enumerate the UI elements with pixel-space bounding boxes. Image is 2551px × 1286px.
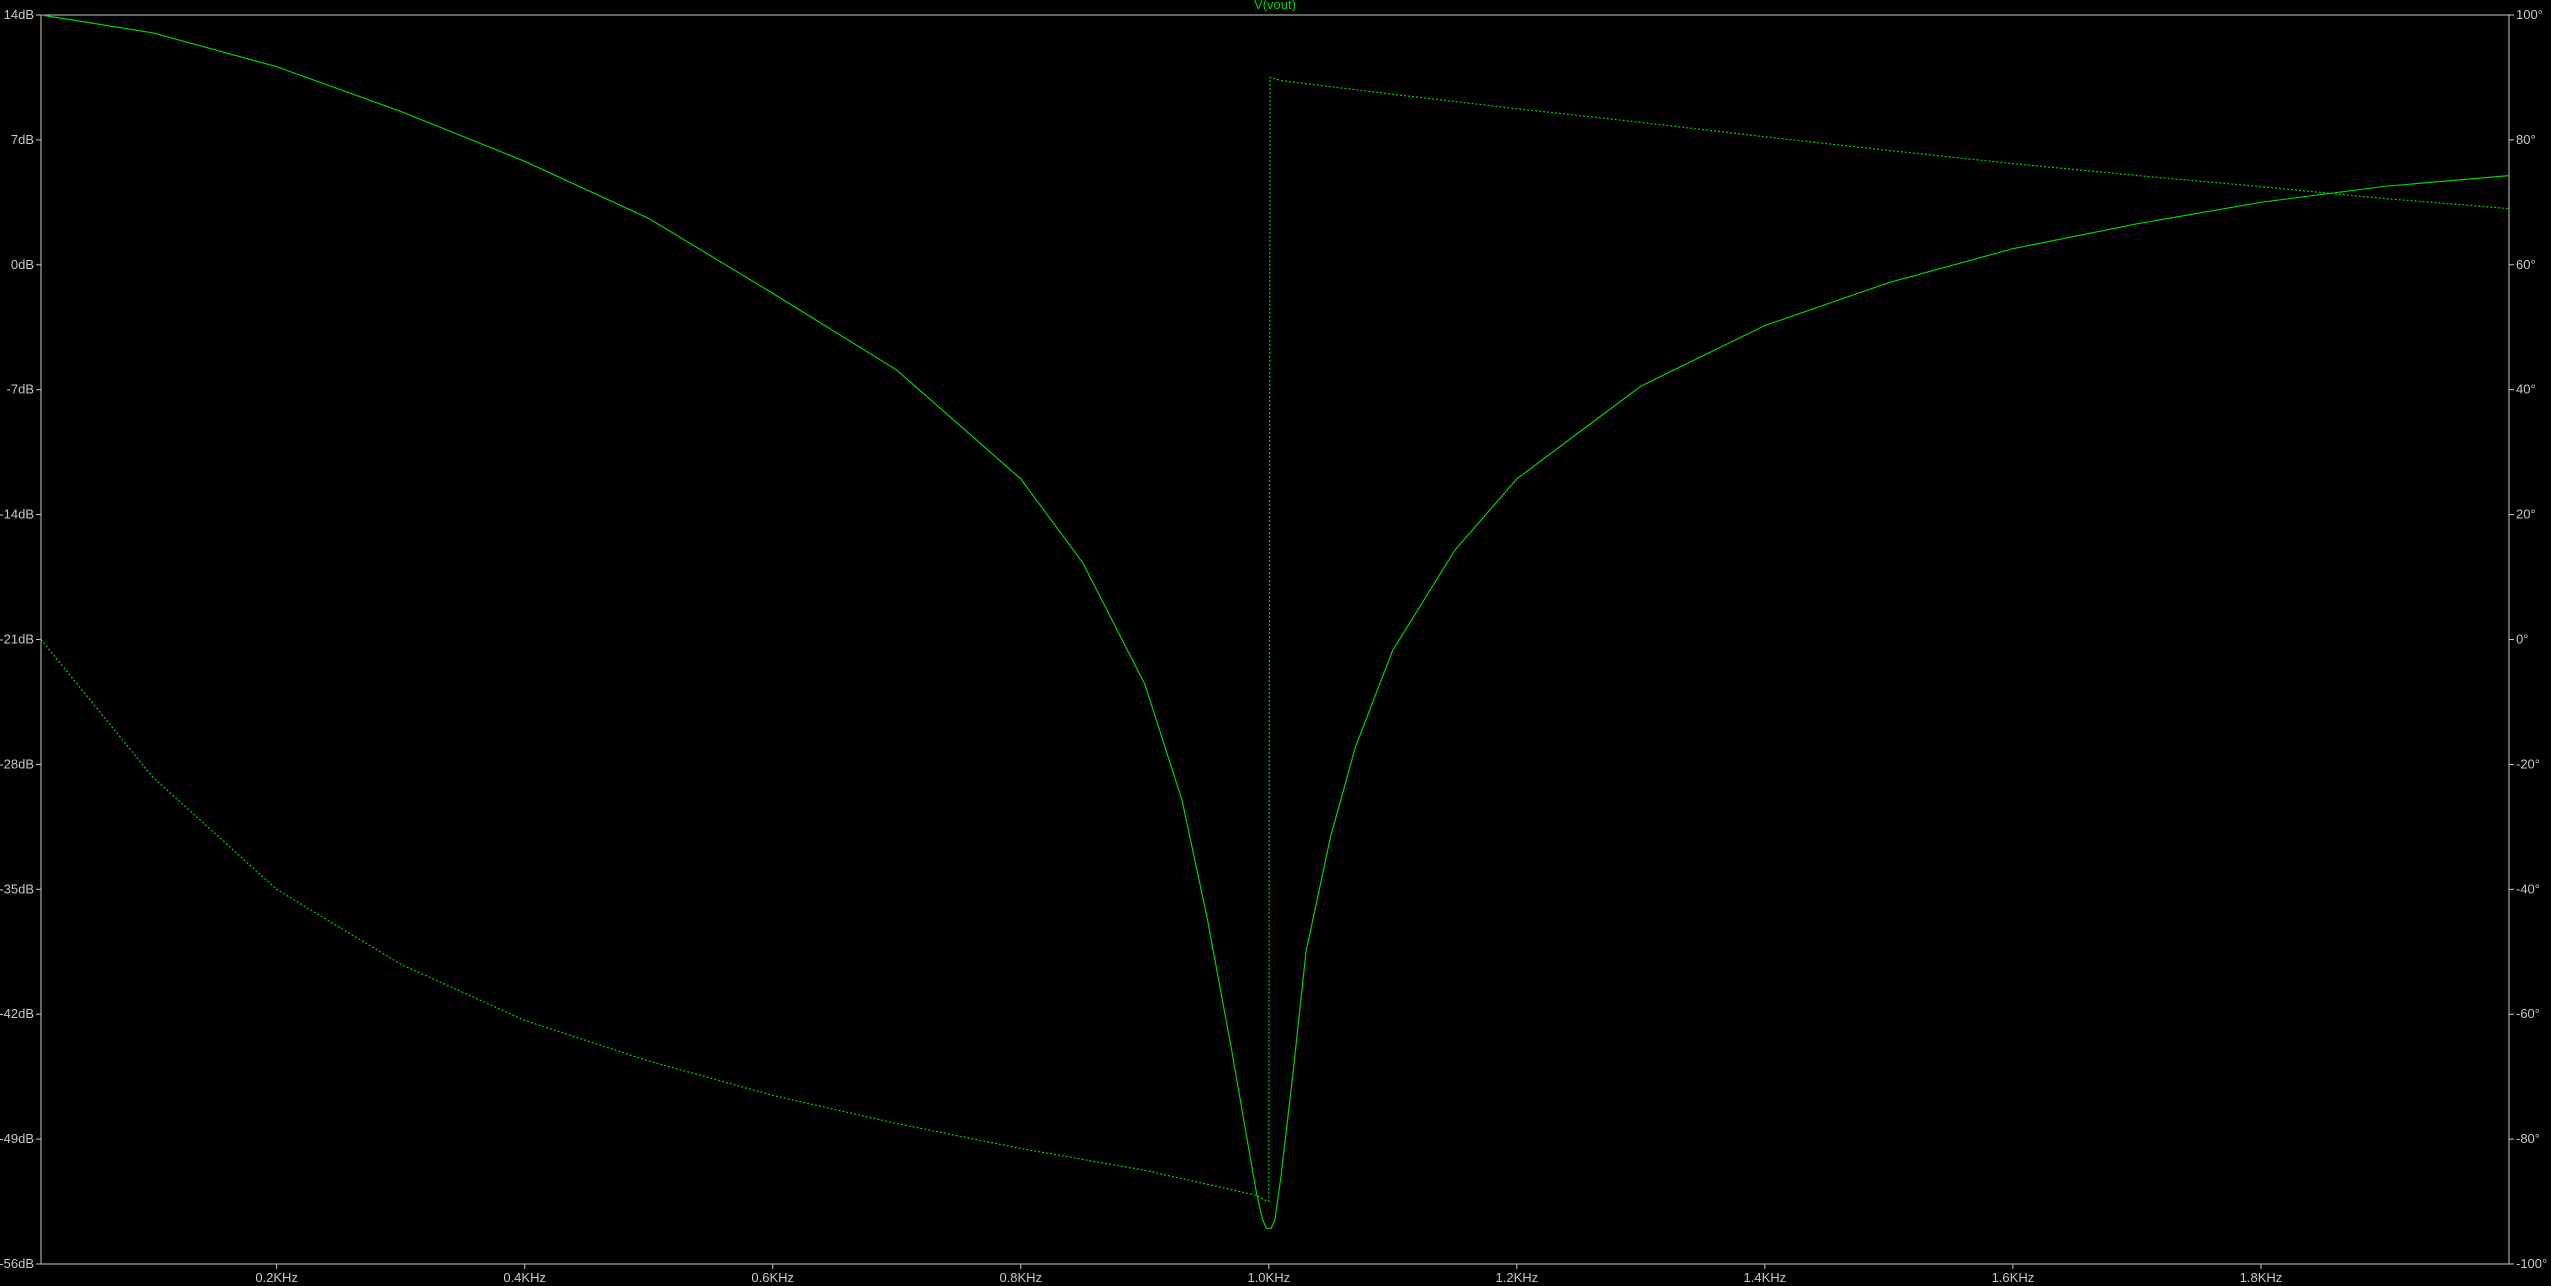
traces [40,14,2510,1229]
y-right-tick-label: 0° [2516,632,2528,647]
x-tick-label: 1.0KHz [1247,1270,1290,1285]
y-right-tick-label: 100° [2516,7,2543,22]
y-left-axis: 14dB 7dB 0dB -7dB -14dB -21dB -28dB -35dB -42dB -… [0,7,41,1271]
y-right-tick-label: 80° [2516,132,2536,147]
phase-trace [40,76,2510,1203]
x-axis: 0.2KHz 0.4KHz 0.6KHz 0.8KHz 1.0KHz 1.2KHz 1.4K… [255,1264,2282,1285]
y-left-tick-label: -28dB [0,756,34,771]
y-right-tick-label: 60° [2516,257,2536,272]
y-left-tick-label: -21dB [0,632,34,647]
y-left-tick-label: -42dB [0,1006,34,1021]
y-left-tick-label: 0dB [11,257,34,272]
x-tick-label: 1.2KHz [1496,1270,1539,1285]
y-right-tick-label: 20° [2516,507,2536,522]
x-tick-label: 1.4KHz [1744,1270,1787,1285]
x-tick-label: 0.8KHz [999,1270,1042,1285]
y-left-tick-label: -7dB [7,382,34,397]
y-right-tick-label: -20° [2516,756,2540,771]
x-tick-label: 0.6KHz [751,1270,794,1285]
y-left-tick-label: -14dB [0,507,34,522]
y-right-tick-label: -100° [2516,1256,2547,1271]
y-right-tick-label: -40° [2516,881,2540,896]
y-left-tick-label: -49dB [0,1131,34,1146]
x-tick-label: 0.4KHz [503,1270,546,1285]
y-left-tick-label: -56dB [0,1256,34,1271]
x-tick-label: 1.6KHz [1992,1270,2035,1285]
y-left-tick-label: -35dB [0,881,34,896]
y-left-tick-label: 14dB [4,7,34,22]
y-right-axis: 100° 80° 60° 40° 20° 0° -20° -40° -60° -80° -100° [2509,7,2547,1271]
x-tick-label: 1.8KHz [2240,1270,2283,1285]
y-right-tick-label: -60° [2516,1006,2540,1021]
y-left-tick-label: 7dB [11,132,34,147]
y-right-tick-label: -80° [2516,1131,2540,1146]
x-tick-label: 0.2KHz [255,1270,298,1285]
chart-title: V(vout) [1254,0,1296,12]
y-right-tick-label: 40° [2516,382,2536,397]
magnitude-trace [40,14,2510,1229]
